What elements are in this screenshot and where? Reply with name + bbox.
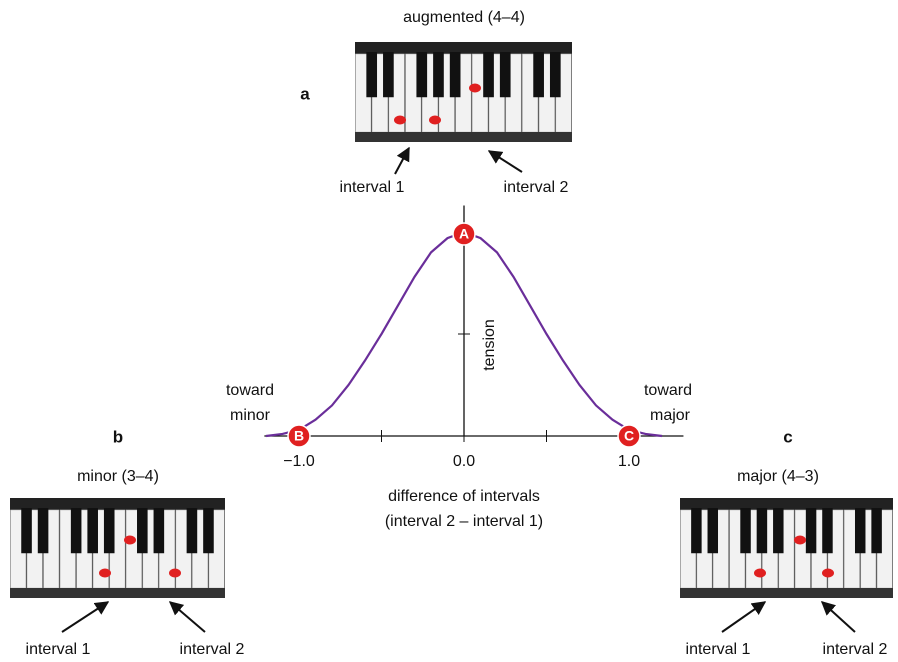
black-key — [740, 508, 751, 554]
black-key — [822, 508, 833, 554]
black-key — [805, 508, 817, 554]
black-key — [383, 52, 394, 98]
x-axis-label: difference of intervals — [388, 488, 540, 505]
black-key — [103, 508, 115, 554]
black-key — [854, 508, 866, 554]
arrow — [394, 146, 410, 175]
panel-letter: b — [113, 427, 123, 446]
black-key — [37, 508, 49, 554]
note: toward — [226, 382, 274, 399]
panel-title: augmented (4–4) — [403, 9, 525, 26]
interval-label: interval 1 — [26, 641, 91, 658]
x-tick-label: 0.0 — [453, 453, 475, 470]
panel-title: major (4–3) — [737, 468, 819, 485]
black-key — [707, 508, 719, 554]
point-marker — [617, 424, 641, 448]
chart: −1.0 0.0 1.0 A B C — [264, 205, 684, 470]
key-dot — [469, 83, 481, 93]
black-key — [366, 52, 378, 98]
black-key — [549, 52, 561, 98]
black-key — [449, 52, 461, 98]
key-dot — [822, 568, 834, 578]
black-key — [137, 508, 148, 554]
black-key — [203, 508, 214, 554]
black-key — [416, 52, 428, 98]
black-key — [871, 508, 882, 554]
panel-title: minor (3–4) — [77, 468, 159, 485]
black-key — [499, 52, 511, 98]
black-key — [186, 508, 198, 554]
x-tick-label: −1.0 — [283, 453, 315, 470]
key-dot — [124, 535, 136, 545]
black-key — [533, 52, 544, 98]
point-label: B — [294, 428, 304, 444]
interval-label: interval 2 — [180, 641, 245, 658]
interval-label: interval 2 — [504, 179, 569, 196]
arrow — [487, 150, 523, 173]
note: major — [650, 407, 691, 424]
black-key — [433, 52, 444, 98]
arrow — [61, 601, 110, 633]
arrow — [820, 601, 856, 633]
black-key — [70, 508, 82, 554]
interval-label: interval 1 — [340, 179, 405, 196]
interval-label: interval 2 — [823, 641, 888, 658]
point-marker — [452, 222, 476, 246]
black-key — [21, 508, 32, 554]
point-label: C — [624, 428, 634, 444]
x-tick-label: 1.0 — [618, 453, 640, 470]
y-axis-label: tension — [481, 319, 498, 371]
arrow — [168, 601, 206, 633]
panel-letter: a — [300, 84, 310, 103]
black-key — [773, 508, 784, 554]
point-label: A — [459, 226, 469, 242]
key-dot — [169, 568, 181, 578]
black-key — [756, 508, 768, 554]
key-dot — [754, 568, 766, 578]
key-dot — [794, 535, 806, 545]
key-dot — [99, 568, 111, 578]
piano-base — [680, 588, 893, 598]
x-axis-label: (interval 2 – interval 1) — [385, 513, 543, 530]
note: toward — [644, 382, 692, 399]
black-key — [153, 508, 165, 554]
pianos — [10, 42, 893, 598]
panel-letter: c — [783, 427, 792, 446]
black-key — [87, 508, 98, 554]
piano-base — [10, 588, 225, 598]
key-dot — [394, 115, 406, 125]
black-key — [483, 52, 494, 98]
key-dot — [429, 115, 441, 125]
black-key — [691, 508, 702, 554]
interval-label: interval 1 — [686, 641, 751, 658]
note: minor — [230, 407, 271, 424]
point-marker — [287, 424, 311, 448]
piano-base — [355, 132, 572, 142]
arrow — [721, 601, 767, 633]
